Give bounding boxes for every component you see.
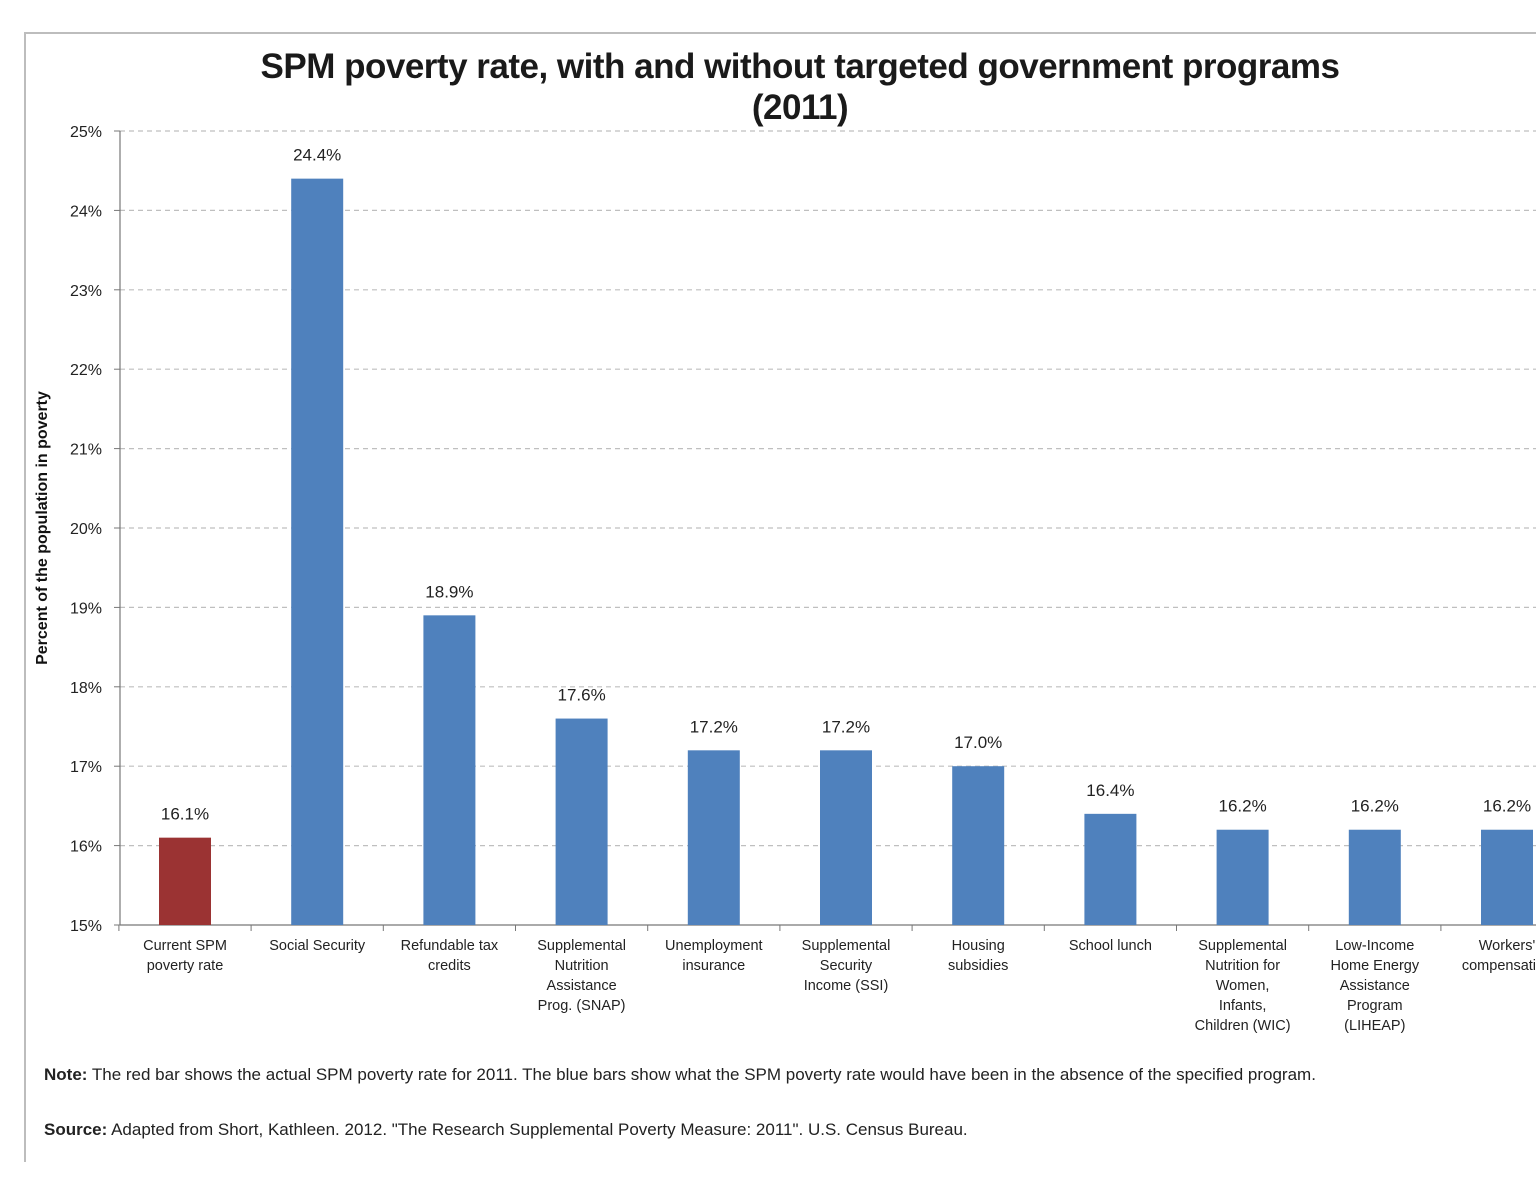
category-label: Supplemental [1198,938,1287,954]
category-labels: Current SPM poverty rate Social Security Re… [143,938,1536,1034]
category-label: Infants, [1219,998,1267,1014]
note: Note: The red bar shows the actual SPM p… [44,1064,1504,1086]
y-tick-label: 18% [70,680,102,697]
data-label: 18.9% [425,582,473,601]
data-label: 16.2% [1483,797,1531,816]
category-label: Workers' [1479,938,1536,954]
data-label: 17.0% [954,733,1002,752]
category-label: Program [1347,998,1403,1014]
category-label: Nutrition for [1205,958,1280,974]
bar [423,615,476,925]
note-lead: Note: [44,1065,88,1084]
category-label: Supplemental [802,938,891,954]
category-label: Supplemental [537,938,626,954]
chart-title: SPM poverty rate, with and without targe… [0,46,1536,128]
category-label: Income (SSI) [804,978,889,994]
data-label: 16.4% [1086,781,1134,800]
category-label: Security [820,958,873,974]
y-tick-label: 24% [70,203,102,220]
data-labels: 16.1% 24.4% 18.9% 17.6% 17.2% 17.2% 17.0% 16.4%… [161,146,1531,824]
bar [687,750,740,925]
category-label: compensation [1462,958,1536,974]
bar [159,837,211,925]
category-label: Children (WIC) [1195,1018,1291,1034]
category-label: Unemployment [665,938,763,954]
category-label: Assistance [1340,978,1410,994]
bar [952,766,1005,925]
y-tick-label: 16% [70,839,102,856]
y-tick-label: 23% [70,283,102,300]
category-label: insurance [682,958,745,974]
category-label: Refundable tax [401,938,499,954]
category-label: poverty rate [147,958,224,974]
category-label: Prog. (SNAP) [538,998,626,1014]
data-label: 16.1% [161,805,209,824]
y-tick-label: 21% [70,442,102,459]
bar [820,750,872,925]
source: Source: Adapted from Short, Kathleen. 20… [44,1119,1504,1141]
y-tick-label: 22% [70,362,102,379]
category-label: Women, [1216,978,1270,994]
source-text: Adapted from Short, Kathleen. 2012. "The… [107,1120,968,1139]
y-tick-label: 20% [70,521,102,538]
category-label: (LIHEAP) [1344,1018,1405,1034]
bar [1481,829,1533,925]
source-lead: Source: [44,1120,108,1139]
axes: 15% 16% 17% 18% 19% 20% 21% 22% 23% 24% 25% [70,124,1536,935]
category-label: Assistance [547,978,617,994]
chart-subtitle: (2011) [751,88,849,127]
chart-title-main: SPM poverty rate, with and without targe… [260,47,1340,86]
data-label: 24.4% [293,146,341,165]
category-label: Low-Income [1335,938,1414,954]
y-tick-label: 17% [70,759,102,776]
category-label: credits [428,958,471,974]
note-text: The red bar shows the actual SPM poverty… [87,1065,1316,1084]
y-tick-label: 15% [70,918,102,935]
category-label: Home Energy [1330,958,1419,974]
category-label: Nutrition [555,958,609,974]
y-tick-label: 25% [70,124,102,141]
category-label: Housing [952,938,1005,954]
category-label: Social Security [269,938,366,954]
category-label: subsidies [948,958,1008,974]
data-label: 16.2% [1351,797,1399,816]
category-label: School lunch [1069,938,1152,954]
y-axis-label: Percent of the population in poverty [34,391,51,665]
bar [291,178,344,925]
bar [555,718,608,925]
data-label: 17.2% [822,717,870,736]
bar [1216,829,1269,925]
y-tick-label: 19% [70,600,102,617]
data-label: 17.2% [690,717,738,736]
category-label: Current SPM [143,938,227,954]
bar [1348,829,1401,925]
chart-frame [24,32,1536,1162]
bars [159,178,1533,925]
gridlines [120,130,1536,847]
data-label: 17.6% [557,686,605,705]
data-label: 16.2% [1218,797,1266,816]
bar [1084,813,1137,925]
